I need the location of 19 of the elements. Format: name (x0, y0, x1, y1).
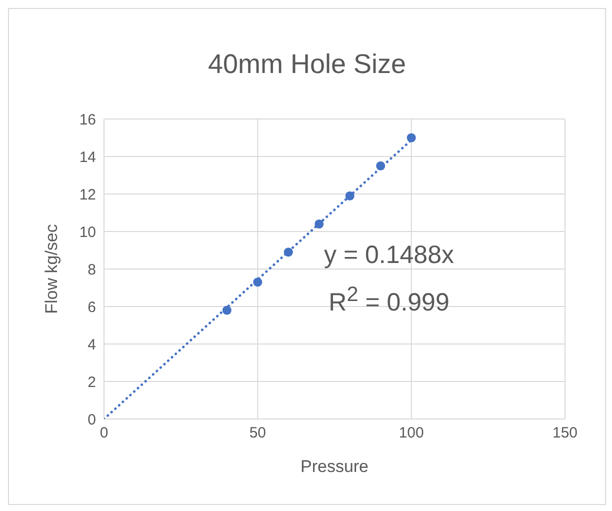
x-tick-label: 100 (398, 424, 424, 442)
x-tick-label: 150 (552, 424, 578, 442)
y-tick-label: 6 (88, 298, 96, 316)
annotation: y = 0.1488x (324, 241, 454, 269)
y-tick-label: 0 (88, 411, 96, 428)
chart-title: 40mm Hole Size (206, 49, 408, 80)
x-axis-title: Pressure (300, 457, 369, 476)
y-tick-label: 2 (88, 374, 96, 391)
y-tick-label: 4 (88, 336, 96, 354)
annotation: R$^{2}$ = 0.999 (328, 283, 450, 316)
x-tick-label: 0 (100, 424, 108, 442)
point (406, 133, 416, 142)
x-tick-label: 50 (249, 424, 266, 442)
y-tick-label: 12 (79, 186, 96, 204)
y-tick-label: 8 (88, 261, 96, 278)
y-axis-title: Flow kg/sec (42, 224, 62, 314)
y-tick-label: 10 (79, 224, 96, 241)
y-tick-label: 16 (79, 111, 96, 128)
y-tick-label: 14 (79, 148, 96, 166)
